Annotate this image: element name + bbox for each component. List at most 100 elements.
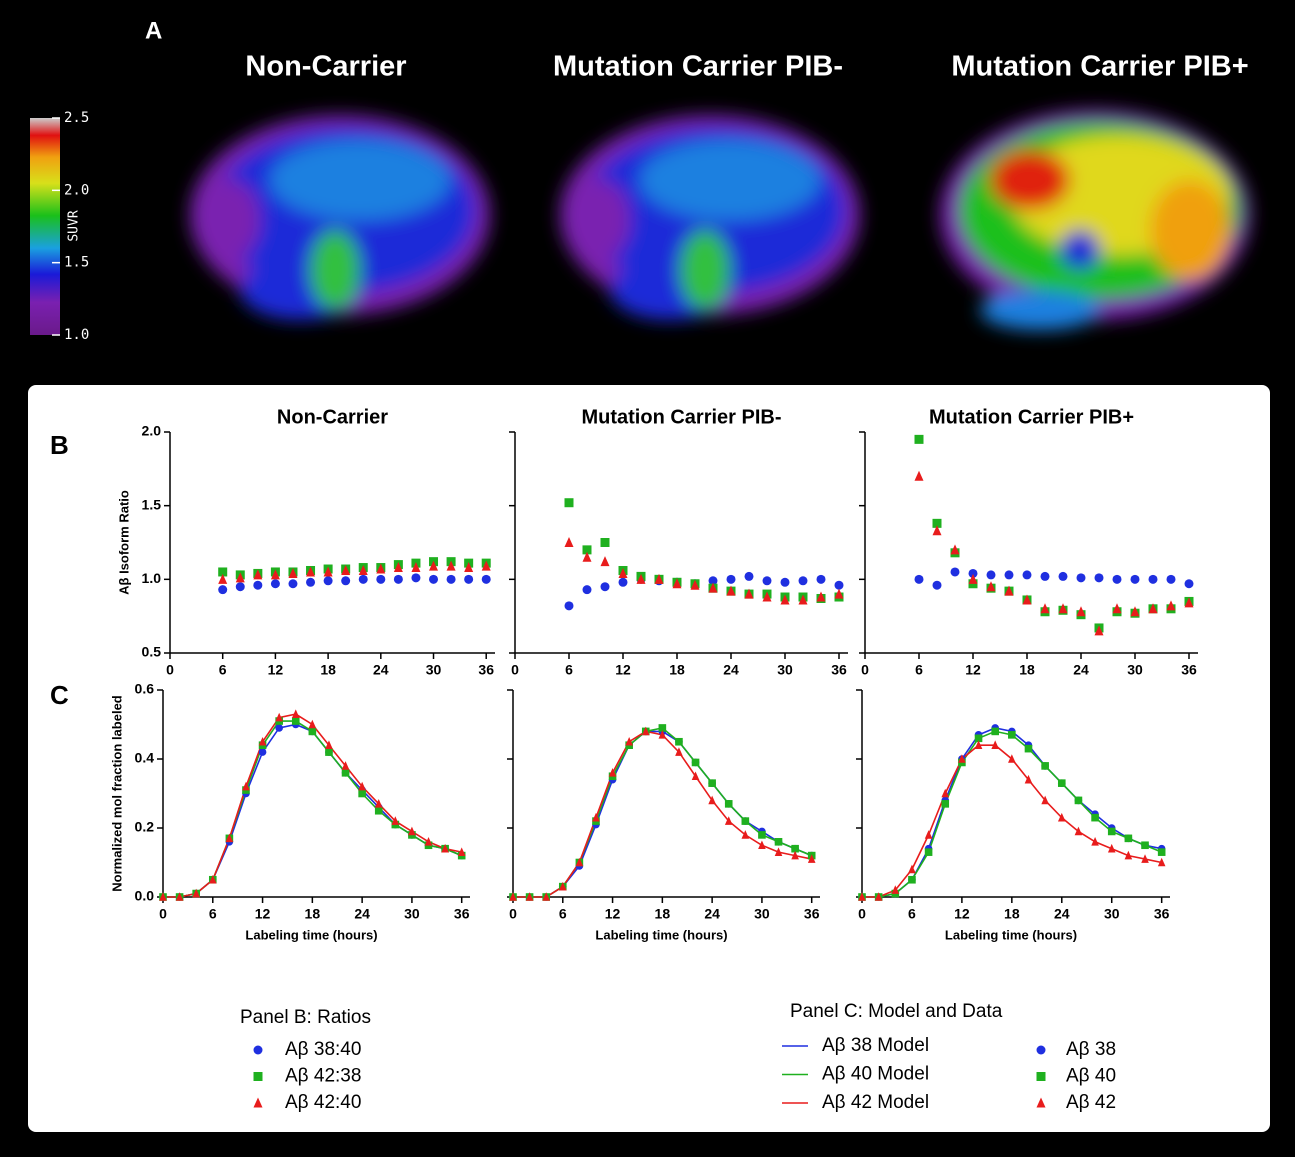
- x-tick-label: 18: [1019, 662, 1035, 678]
- marker: [692, 759, 700, 767]
- marker: [306, 578, 315, 587]
- marker: [951, 567, 960, 576]
- marker: [1025, 745, 1033, 753]
- marker: [288, 579, 297, 588]
- x-tick-label: 30: [404, 906, 420, 922]
- x-tick-label: 24: [1054, 906, 1070, 922]
- legend-marker: [1037, 1072, 1046, 1081]
- x-tick-label: 18: [320, 662, 336, 678]
- marker: [915, 575, 924, 584]
- colorbar-tick-label: 2.5: [64, 110, 89, 126]
- x-tick-label: 30: [426, 662, 442, 678]
- marker: [341, 576, 350, 585]
- x-tick-label: 6: [559, 906, 567, 922]
- marker: [1091, 814, 1099, 822]
- figure: A Non-Carrier Mutation Carrier PIB- Muta…: [0, 0, 1295, 1152]
- image-title: Non-Carrier: [245, 51, 406, 83]
- legend-label: Aβ 40: [1066, 1066, 1116, 1087]
- chart-title: Mutation Carrier PIB+: [929, 406, 1134, 428]
- x-tick-label: 30: [1104, 906, 1120, 922]
- x-tick-label: 30: [777, 662, 793, 678]
- y-tick-label: 0.4: [135, 750, 155, 766]
- page: {"panel_labels":["A","B","C"], "panel_a"…: [0, 0, 1295, 1152]
- marker: [941, 800, 949, 808]
- x-tick-label: 6: [219, 662, 227, 678]
- marker: [447, 575, 456, 584]
- x-axis-label: Labeling time (hours): [245, 927, 377, 942]
- marker: [763, 576, 772, 585]
- y-tick-label: 1.5: [142, 496, 162, 512]
- marker: [394, 575, 403, 584]
- chart-title: Non-Carrier: [277, 406, 388, 428]
- legend-marker: [254, 1072, 263, 1081]
- x-tick-label: 12: [605, 906, 621, 922]
- colorbar: [30, 118, 60, 335]
- x-tick-label: 36: [831, 662, 847, 678]
- x-tick-label: 30: [754, 906, 770, 922]
- y-tick-label: 0.2: [135, 819, 155, 835]
- marker: [376, 575, 385, 584]
- x-tick-label: 0: [861, 662, 869, 678]
- marker: [429, 575, 438, 584]
- x-tick-label: 12: [954, 906, 970, 922]
- marker: [324, 576, 333, 585]
- marker: [482, 575, 491, 584]
- legend-label: Aβ 42:38: [285, 1066, 361, 1087]
- marker: [218, 585, 227, 594]
- marker: [1059, 572, 1068, 581]
- marker: [925, 848, 933, 856]
- x-tick-label: 24: [373, 662, 389, 678]
- marker: [915, 435, 924, 444]
- marker: [325, 748, 333, 756]
- legend-label: Aβ 38: [1066, 1039, 1116, 1060]
- marker: [725, 800, 733, 808]
- marker: [359, 575, 368, 584]
- y-tick-label: 2.0: [142, 423, 162, 439]
- legend-label: Aβ 42: [1066, 1092, 1116, 1113]
- marker: [1058, 779, 1066, 787]
- marker: [259, 748, 267, 756]
- colorbar-tick-label: 2.0: [64, 182, 89, 198]
- marker: [1141, 841, 1149, 849]
- x-axis-label: Labeling time (hours): [595, 927, 727, 942]
- x-tick-label: 0: [166, 662, 174, 678]
- x-tick-label: 12: [255, 906, 271, 922]
- marker: [464, 575, 473, 584]
- marker: [835, 581, 844, 590]
- panel-label: A: [145, 17, 162, 44]
- panel-label: C: [50, 680, 69, 710]
- marker: [1149, 575, 1158, 584]
- marker: [1023, 570, 1032, 579]
- marker: [1131, 575, 1140, 584]
- marker: [727, 575, 736, 584]
- marker: [1125, 835, 1133, 843]
- x-tick-label: 0: [858, 906, 866, 922]
- legend-label: Aβ 40 Model: [822, 1064, 929, 1085]
- x-tick-label: 30: [1127, 662, 1143, 678]
- x-tick-label: 24: [1073, 662, 1089, 678]
- y-tick-label: 0.5: [142, 644, 162, 660]
- marker: [375, 807, 383, 815]
- y-tick-label: 0.0: [135, 888, 155, 904]
- marker: [601, 582, 610, 591]
- marker: [358, 790, 366, 798]
- x-tick-label: 0: [159, 906, 167, 922]
- x-tick-label: 24: [704, 906, 720, 922]
- plot-panel: [28, 385, 1270, 1132]
- marker: [271, 579, 280, 588]
- marker: [908, 876, 916, 884]
- x-tick-label: 0: [509, 906, 517, 922]
- x-tick-label: 36: [478, 662, 494, 678]
- marker: [1005, 570, 1014, 579]
- x-tick-label: 6: [908, 906, 916, 922]
- marker: [933, 581, 942, 590]
- marker: [601, 538, 610, 547]
- marker: [745, 572, 754, 581]
- panel-label: B: [50, 430, 69, 460]
- y-axis-label: Normalized mol fraction labeled: [109, 695, 124, 892]
- marker: [292, 717, 300, 725]
- x-tick-label: 12: [268, 662, 284, 678]
- legend-label: Aβ 38 Model: [822, 1035, 929, 1056]
- colorbar-label: SUVR: [67, 210, 82, 241]
- marker: [817, 575, 826, 584]
